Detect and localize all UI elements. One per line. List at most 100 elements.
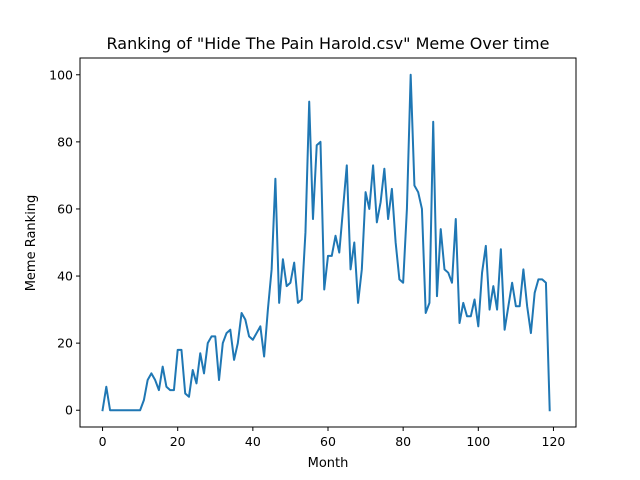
x-tick-label: 120 [542, 434, 566, 449]
data-point [218, 379, 220, 381]
data-point [492, 285, 494, 287]
data-point [541, 278, 543, 280]
y-tick-label: 40 [57, 269, 73, 284]
data-point [387, 218, 389, 220]
data-point [233, 359, 235, 361]
data-point [462, 302, 464, 304]
data-point [274, 178, 276, 180]
data-point [372, 164, 374, 166]
data-point [117, 409, 119, 411]
data-point [432, 121, 434, 123]
data-point [180, 349, 182, 351]
data-point [113, 409, 115, 411]
data-point [436, 295, 438, 297]
data-point [248, 335, 250, 337]
data-point [297, 302, 299, 304]
data-point [534, 292, 536, 294]
data-point [338, 252, 340, 254]
data-point [184, 392, 186, 394]
data-point [177, 349, 179, 351]
data-point [162, 366, 164, 368]
data-point [489, 309, 491, 311]
data-point [203, 372, 205, 374]
data-point [481, 272, 483, 274]
data-point [158, 389, 160, 391]
data-point [522, 268, 524, 270]
data-point [327, 255, 329, 257]
data-point [331, 255, 333, 257]
data-point [105, 386, 107, 388]
data-point [346, 164, 348, 166]
data-point [459, 322, 461, 324]
data-point [271, 268, 273, 270]
data-point [312, 218, 314, 220]
data-point [192, 369, 194, 371]
data-point [447, 272, 449, 274]
data-point [361, 268, 363, 270]
data-point [428, 302, 430, 304]
data-point [154, 379, 156, 381]
data-point [507, 305, 509, 307]
data-point [165, 386, 167, 388]
data-point [421, 208, 423, 210]
data-point [398, 278, 400, 280]
data-point [383, 168, 385, 170]
y-axis: 0 20 40 60 80 100 [49, 67, 80, 418]
data-point [511, 282, 513, 284]
data-point [342, 208, 344, 210]
data-point [455, 218, 457, 220]
data-point [286, 285, 288, 287]
data-point [259, 325, 261, 327]
data-point [319, 141, 321, 143]
x-tick-label: 60 [320, 434, 336, 449]
data-point [496, 309, 498, 311]
data-point [199, 352, 201, 354]
data-point [147, 379, 149, 381]
data-point [353, 242, 355, 244]
data-point [545, 282, 547, 284]
plot-area: 0 20 40 60 80 100 120 0 20 40 60 80 100 [49, 57, 577, 449]
data-point [143, 399, 145, 401]
data-point [188, 396, 190, 398]
data-point [293, 262, 295, 264]
y-axis-label: Meme Ranking [24, 195, 39, 292]
data-point [466, 315, 468, 317]
data-point [519, 305, 521, 307]
x-tick-label: 0 [99, 434, 107, 449]
data-point [335, 235, 337, 237]
data-point [500, 248, 502, 250]
plot-frame [79, 57, 577, 428]
data-point [237, 342, 239, 344]
data-point [169, 389, 171, 391]
data-point [252, 339, 254, 341]
data-point [477, 325, 479, 327]
data-point [132, 409, 134, 411]
data-point [391, 188, 393, 190]
x-tick-label: 40 [245, 434, 261, 449]
data-point [530, 332, 532, 334]
y-tick-label: 60 [57, 201, 73, 216]
x-axis: 0 20 40 60 80 100 120 [99, 427, 566, 449]
series-line [101, 73, 551, 412]
data-point [120, 409, 122, 411]
data-point [173, 389, 175, 391]
x-tick-label: 80 [395, 434, 411, 449]
data-point [301, 299, 303, 301]
data-point [195, 382, 197, 384]
data-point [323, 288, 325, 290]
data-point [425, 312, 427, 314]
data-point [241, 312, 243, 314]
x-axis-label: Month [308, 456, 349, 471]
data-point [537, 278, 539, 280]
data-point [406, 208, 408, 210]
data-point [304, 231, 306, 233]
data-point [485, 245, 487, 247]
data-point [515, 305, 517, 307]
y-tick-label: 0 [65, 403, 73, 418]
data-point [316, 144, 318, 146]
data-point [222, 342, 224, 344]
x-tick-label: 100 [466, 434, 490, 449]
y-tick-label: 20 [57, 336, 73, 351]
data-point [504, 329, 506, 331]
